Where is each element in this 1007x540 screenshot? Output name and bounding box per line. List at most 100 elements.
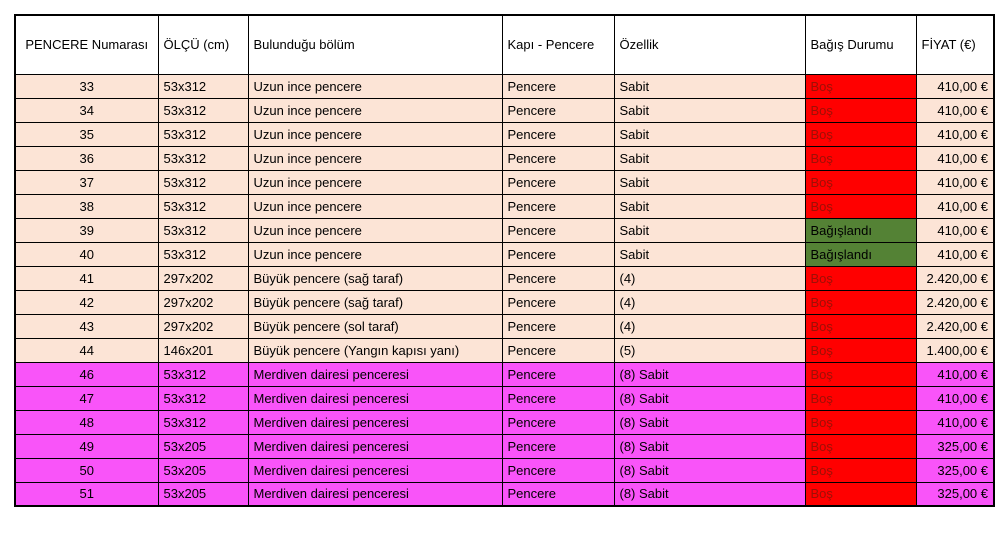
cell-section[interactable]: Büyük pencere (sağ taraf) [247,289,503,315]
cell-feature[interactable]: (8) Sabit [613,385,806,411]
cell-type[interactable]: Pencere [501,385,615,411]
cell-size[interactable]: 53x312 [157,193,249,219]
cell-donation[interactable]: Boş [804,265,917,291]
cell-donation[interactable]: Boş [804,97,917,123]
cell-type[interactable]: Pencere [501,361,615,387]
cell-donation[interactable]: Boş [804,313,917,339]
cell-donation[interactable]: Boş [804,481,917,507]
cell-donation[interactable]: Boş [804,361,917,387]
cell-no[interactable]: 40 [14,241,159,267]
cell-price[interactable]: 410,00 € [915,121,995,147]
cell-size[interactable]: 53x205 [157,481,249,507]
cell-no[interactable]: 48 [14,409,159,435]
cell-type[interactable]: Pencere [501,217,615,243]
cell-section[interactable]: Uzun ince pencere [247,73,503,99]
cell-no[interactable]: 47 [14,385,159,411]
cell-no[interactable]: 34 [14,97,159,123]
cell-donation[interactable]: Boş [804,433,917,459]
cell-section[interactable]: Merdiven dairesi penceresi [247,433,503,459]
cell-type[interactable]: Pencere [501,145,615,171]
cell-size[interactable]: 53x312 [157,169,249,195]
cell-price[interactable]: 2.420,00 € [915,265,995,291]
cell-feature[interactable]: (4) [613,313,806,339]
cell-type[interactable]: Pencere [501,337,615,363]
cell-price[interactable]: 2.420,00 € [915,289,995,315]
cell-feature[interactable]: (4) [613,289,806,315]
cell-type[interactable]: Pencere [501,241,615,267]
cell-price[interactable]: 410,00 € [915,145,995,171]
column-header-2[interactable]: ÖLÇÜ (cm) [157,14,249,75]
cell-section[interactable]: Merdiven dairesi penceresi [247,409,503,435]
cell-type[interactable]: Pencere [501,457,615,483]
cell-price[interactable]: 325,00 € [915,481,995,507]
cell-type[interactable]: Pencere [501,289,615,315]
cell-size[interactable]: 297x202 [157,313,249,339]
cell-section[interactable]: Uzun ince pencere [247,217,503,243]
column-header-7[interactable]: FİYAT (€) [915,14,995,75]
cell-section[interactable]: Uzun ince pencere [247,121,503,147]
cell-donation[interactable]: Boş [804,145,917,171]
cell-feature[interactable]: Sabit [613,217,806,243]
cell-type[interactable]: Pencere [501,97,615,123]
cell-section[interactable]: Uzun ince pencere [247,241,503,267]
cell-feature[interactable]: Sabit [613,169,806,195]
cell-donation[interactable]: Boş [804,121,917,147]
cell-no[interactable]: 43 [14,313,159,339]
cell-no[interactable]: 46 [14,361,159,387]
cell-no[interactable]: 36 [14,145,159,171]
cell-section[interactable]: Uzun ince pencere [247,169,503,195]
column-header-3[interactable]: Bulunduğu bölüm [247,14,503,75]
cell-no[interactable]: 44 [14,337,159,363]
cell-size[interactable]: 53x312 [157,241,249,267]
cell-feature[interactable]: (5) [613,337,806,363]
cell-price[interactable]: 410,00 € [915,217,995,243]
cell-donation[interactable]: Boş [804,337,917,363]
cell-type[interactable]: Pencere [501,409,615,435]
cell-size[interactable]: 53x312 [157,361,249,387]
cell-section[interactable]: Büyük pencere (Yangın kapısı yanı) [247,337,503,363]
cell-feature[interactable]: Sabit [613,121,806,147]
cell-no[interactable]: 33 [14,73,159,99]
cell-no[interactable]: 39 [14,217,159,243]
cell-type[interactable]: Pencere [501,121,615,147]
cell-section[interactable]: Uzun ince pencere [247,193,503,219]
cell-price[interactable]: 325,00 € [915,457,995,483]
cell-section[interactable]: Büyük pencere (sağ taraf) [247,265,503,291]
cell-type[interactable]: Pencere [501,313,615,339]
cell-price[interactable]: 410,00 € [915,241,995,267]
cell-donation[interactable]: Bağışlandı [804,241,917,267]
cell-size[interactable]: 297x202 [157,265,249,291]
cell-size[interactable]: 53x205 [157,433,249,459]
cell-section[interactable]: Merdiven dairesi penceresi [247,481,503,507]
cell-size[interactable]: 297x202 [157,289,249,315]
cell-size[interactable]: 53x205 [157,457,249,483]
cell-price[interactable]: 410,00 € [915,385,995,411]
cell-size[interactable]: 53x312 [157,409,249,435]
cell-price[interactable]: 325,00 € [915,433,995,459]
cell-no[interactable]: 42 [14,289,159,315]
cell-feature[interactable]: Sabit [613,97,806,123]
cell-feature[interactable]: Sabit [613,73,806,99]
cell-size[interactable]: 53x312 [157,145,249,171]
column-header-1[interactable]: PENCERE Numarası [14,14,159,75]
cell-feature[interactable]: Sabit [613,241,806,267]
cell-size[interactable]: 146x201 [157,337,249,363]
cell-no[interactable]: 50 [14,457,159,483]
cell-feature[interactable]: Sabit [613,193,806,219]
cell-no[interactable]: 35 [14,121,159,147]
cell-price[interactable]: 410,00 € [915,169,995,195]
cell-size[interactable]: 53x312 [157,121,249,147]
cell-feature[interactable]: (8) Sabit [613,481,806,507]
cell-donation[interactable]: Boş [804,169,917,195]
cell-price[interactable]: 410,00 € [915,97,995,123]
cell-no[interactable]: 49 [14,433,159,459]
cell-price[interactable]: 410,00 € [915,193,995,219]
cell-size[interactable]: 53x312 [157,73,249,99]
cell-no[interactable]: 41 [14,265,159,291]
cell-section[interactable]: Büyük pencere (sol taraf) [247,313,503,339]
cell-feature[interactable]: (8) Sabit [613,361,806,387]
column-header-6[interactable]: Bağış Durumu [804,14,917,75]
cell-feature[interactable]: (8) Sabit [613,433,806,459]
cell-no[interactable]: 38 [14,193,159,219]
cell-donation[interactable]: Boş [804,457,917,483]
